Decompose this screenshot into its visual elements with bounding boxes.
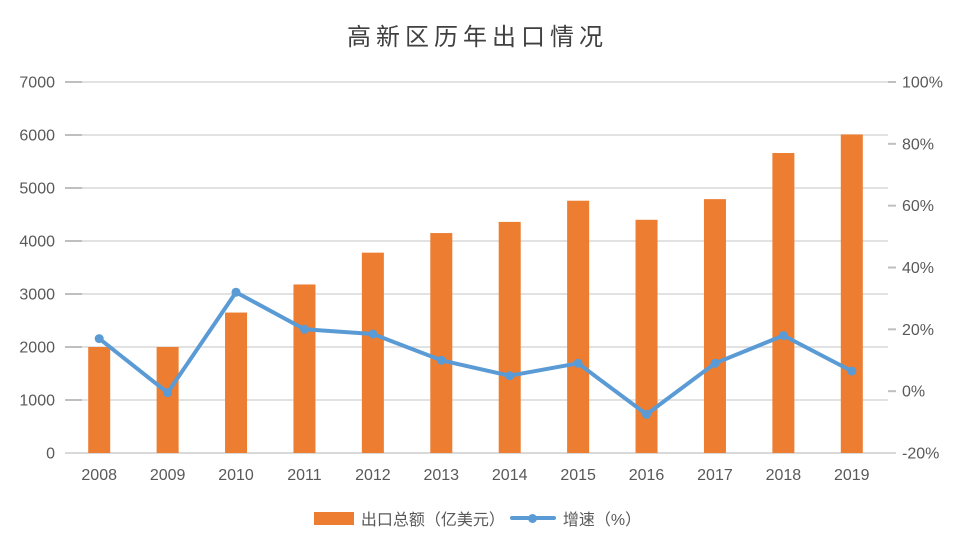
left-axis-label: 7000: [19, 75, 55, 92]
left-axis-label: 2000: [19, 340, 55, 357]
right-axis-label: 0%: [902, 384, 925, 401]
bar-2019: [840, 134, 863, 453]
x-axis-label: 2011: [287, 467, 322, 484]
growth-line: [97, 290, 854, 417]
right-axis-label: 20%: [902, 322, 934, 339]
line-marker-2011: [300, 324, 309, 334]
line-marker-2009: [163, 388, 173, 398]
line-marker-2015: [573, 358, 583, 368]
bar-2014: [498, 221, 521, 453]
line-marker-2010: [231, 287, 241, 297]
x-axis-label: 2010: [218, 467, 254, 484]
x-axis-label: 2018: [766, 467, 802, 484]
left-axis-label: 4000: [19, 234, 55, 251]
x-axis-label: 2012: [355, 467, 391, 484]
right-axis-label: 40%: [902, 260, 934, 277]
chart-title: 高新区历年出口情况: [347, 23, 608, 51]
bar-2011: [293, 284, 316, 453]
legend-label-growth: 增速（%）: [562, 512, 642, 529]
left-axis-label: 1000: [19, 393, 55, 410]
legend-item-exports: 出口总额（亿美元）: [313, 506, 505, 530]
bar-2008: [88, 347, 111, 453]
left-axis-label: 5000: [19, 181, 55, 198]
x-axis-label: 2019: [834, 467, 870, 484]
bar-2012: [361, 252, 384, 453]
line-series-swatch-icon: [509, 513, 556, 523]
bar-series-swatch-icon: [313, 511, 354, 525]
line-marker-2013: [436, 355, 446, 365]
line-marker-2016: [642, 409, 651, 419]
line-marker-2019: [847, 366, 857, 376]
x-axis-label: 2008: [81, 467, 117, 484]
bar-2009: [156, 347, 179, 453]
legend-item-growth: 增速（%）: [509, 506, 642, 530]
bar-2018: [772, 153, 795, 453]
left-axis-label: 0: [46, 446, 55, 463]
line-marker-2018: [778, 331, 788, 340]
chart-legend: 出口总额（亿美元） 增速（%）: [0, 506, 955, 530]
x-axis-label: 2015: [560, 467, 596, 484]
line-marker-2014: [505, 371, 515, 381]
left-axis-label: 6000: [19, 128, 55, 145]
right-axis-label: 60%: [902, 198, 934, 215]
legend-label-exports: 出口总额（亿美元）: [360, 512, 505, 529]
left-axis-label: 3000: [19, 287, 55, 304]
line-marker-2008: [94, 334, 104, 344]
right-axis-label: 100%: [902, 75, 943, 92]
bar-2015: [567, 200, 590, 453]
x-axis-label: 2009: [150, 467, 186, 484]
right-axis-label: -20%: [902, 446, 939, 463]
x-axis-label: 2016: [629, 467, 665, 484]
bar-2010: [225, 312, 248, 453]
right-axis-label: 80%: [902, 136, 934, 153]
x-axis-label: 2014: [492, 467, 528, 484]
line-series-dot-icon: [528, 513, 538, 523]
line-marker-2012: [368, 329, 378, 339]
bar-2017: [703, 199, 726, 453]
line-marker-2017: [710, 358, 720, 368]
bar-2013: [430, 233, 453, 453]
x-axis-label: 2017: [697, 467, 733, 484]
x-axis-label: 2013: [423, 467, 459, 484]
bar-2016: [635, 219, 658, 453]
